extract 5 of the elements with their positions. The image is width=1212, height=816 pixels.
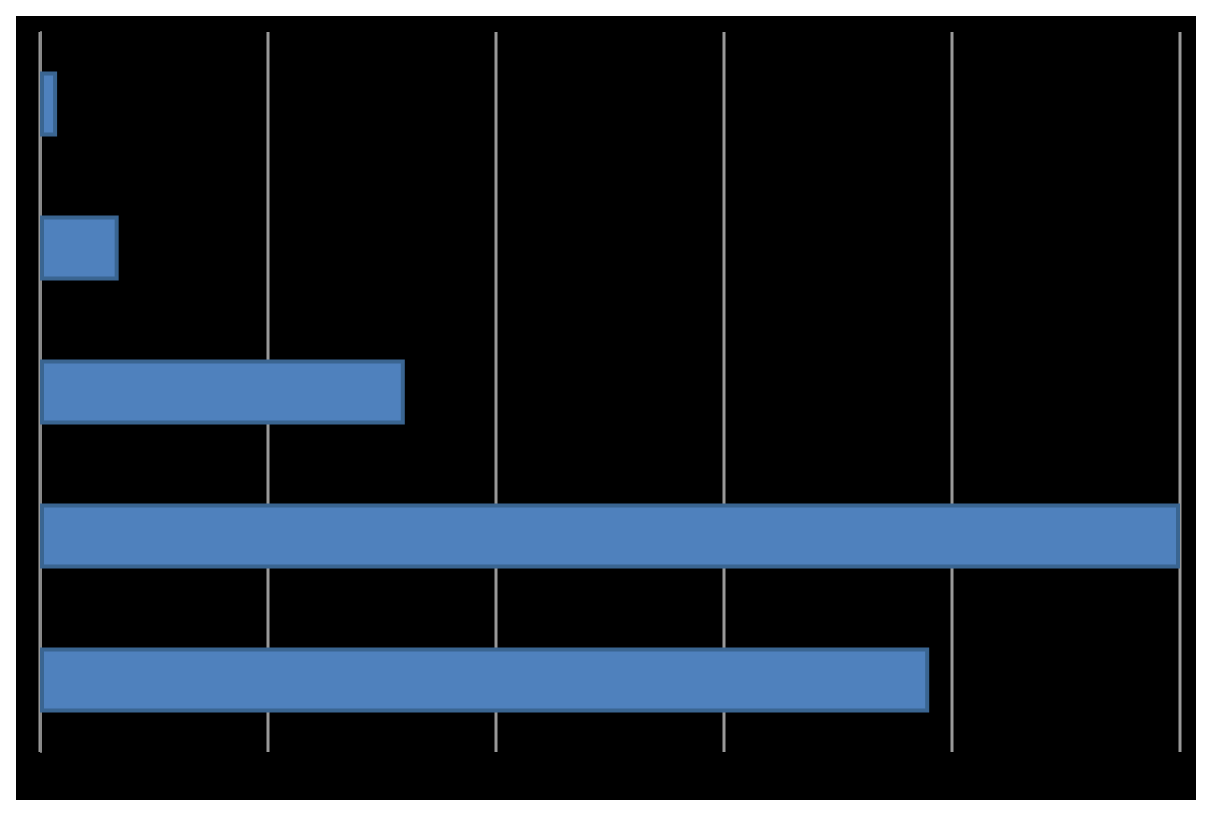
bar	[40, 359, 405, 425]
bar	[40, 215, 119, 281]
bar	[40, 503, 1180, 569]
bar	[40, 647, 930, 713]
bar	[40, 71, 58, 137]
